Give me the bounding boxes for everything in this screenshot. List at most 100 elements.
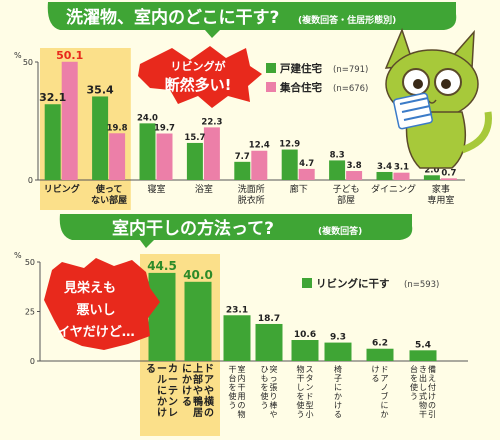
chart1-bar <box>251 150 268 180</box>
chart2-bar <box>255 323 283 361</box>
chart2-bar <box>409 350 437 361</box>
chart1-category-label: 寝室 <box>147 183 165 195</box>
chart2-category-label: に <box>334 383 342 392</box>
chart2-category-label: ド <box>306 392 314 401</box>
chart1-callout: リビングが 断然多い! <box>138 46 262 108</box>
cat-mascot-illustration <box>384 27 492 169</box>
chart2-category-label: 部 <box>193 373 203 386</box>
chart1-bar <box>329 160 346 180</box>
chart1-value-label: 0.7 <box>441 168 456 178</box>
chart2-category-label: 物 <box>238 409 246 419</box>
chart2-category-label: ー <box>157 364 167 375</box>
chart1-value-label: 19.7 <box>154 124 175 134</box>
chart1-legend-name: 集合住宅 <box>279 81 322 94</box>
chart2-category-label: 突 <box>270 364 278 374</box>
chart2-category-label: え <box>428 374 436 383</box>
chart2-category-label: 式 <box>419 391 427 401</box>
chart2-bar <box>324 342 352 361</box>
chart2-y-tick-label: 25 <box>25 308 35 317</box>
chart2-category-label: ー <box>168 375 178 386</box>
chart2-category-label: タ <box>306 374 314 383</box>
chart2-category-label: 上 <box>193 362 203 375</box>
chart2-value-label: 18.7 <box>258 314 280 324</box>
chart2-category-label: け <box>372 365 380 374</box>
chart2-category-label: う <box>410 392 418 401</box>
chart2-category-label: の <box>238 401 246 410</box>
chart2-category-label: ド <box>381 365 389 374</box>
chart2-value-label: 6.2 <box>372 339 388 349</box>
chart2-category-label: に <box>381 401 389 410</box>
chart2-category-label: ン <box>168 397 178 408</box>
chart1-category-label: 使って <box>95 183 123 195</box>
chart1-callout-line1: リビングが <box>171 59 226 73</box>
chart2-category-label: を <box>410 374 418 383</box>
chart2-category-label: や <box>270 410 278 419</box>
chart2-category-label: 型 <box>306 401 314 410</box>
chart1-value-label: 3.1 <box>394 163 409 173</box>
chart2-category-label: 横 <box>204 395 215 408</box>
chart1-category-label: 子ども <box>333 184 360 195</box>
chart1-bar <box>440 178 457 180</box>
chart1-category-label: 洗面所 <box>238 183 265 195</box>
chart1-title-banner <box>47 2 457 38</box>
chart2-callout-line3: イヤだけど… <box>57 325 135 340</box>
chart1-bar <box>44 104 61 180</box>
chart1-y-tick-label: 50 <box>23 58 33 67</box>
chart1-value-label: 19.8 <box>107 123 128 133</box>
chart2-subtitle: (複数回答) <box>318 225 362 237</box>
chart2-category-label: 居 <box>193 407 203 419</box>
chart2-value-label: 44.5 <box>147 259 177 273</box>
chart2-category-label: 台 <box>229 373 237 383</box>
chart2-legend-name: リビングに干す <box>316 277 390 290</box>
chart2-category-label: 使 <box>229 391 237 401</box>
chart2-category-label: 使 <box>261 391 269 401</box>
chart2-category-label: う <box>297 410 305 419</box>
chart1-legend-n: (n=676) <box>333 84 368 94</box>
chart2-category-label: 子 <box>334 374 342 383</box>
chart1-bar <box>203 127 220 180</box>
chart2-category-label: 小 <box>306 410 314 419</box>
chart2-category-label: 備 <box>428 364 436 374</box>
chart2-category-label: 出 <box>419 373 427 383</box>
chart2-category-label: 引 <box>428 410 436 419</box>
chart2-category-label: を <box>229 383 237 392</box>
chart2-category-label: け <box>182 385 192 397</box>
chart2-category-label: を <box>297 392 305 401</box>
chart2-category-label: っ <box>270 374 278 383</box>
chart1-legend-n: (n=791) <box>333 65 368 75</box>
chart2-category-label: レ <box>168 408 178 419</box>
chart1-y-tick-label: 0 <box>28 176 33 185</box>
chart1-bar <box>156 133 173 180</box>
chart2-bar <box>291 340 319 361</box>
chart1-value-label: 35.4 <box>87 83 114 96</box>
chart2-category-label: の <box>204 408 214 419</box>
chart2-value-label: 10.6 <box>294 330 316 340</box>
chart1-bar <box>346 171 363 180</box>
chart1-bar <box>109 133 126 180</box>
chart1-legend-name: 戸建住宅 <box>279 62 322 75</box>
chart2-bar <box>366 348 394 361</box>
chart2-category-label: ノ <box>381 383 389 392</box>
chart2-category-label: ル <box>157 375 167 386</box>
chart2-category-label: 使 <box>297 400 305 410</box>
chart1-value-label: 24.0 <box>137 113 158 123</box>
chart1-legend-swatch <box>266 63 276 73</box>
chart2-value-label: 9.3 <box>330 333 346 343</box>
chart2-category-label: る <box>334 410 342 419</box>
chart2-category-label: に <box>157 385 167 397</box>
chart2-category-label: ブ <box>381 391 389 401</box>
chart1-bar <box>281 149 298 180</box>
chart1-bar <box>186 142 203 180</box>
chart1-value-label: 2.0 <box>424 165 439 175</box>
chart1-value-label: 12.9 <box>279 140 300 150</box>
chart1-bar <box>61 61 78 180</box>
chart1-value-label: 22.3 <box>201 117 222 127</box>
chart2-category-label: 物 <box>419 400 427 410</box>
chart2-category-label: 物 <box>297 364 305 374</box>
chart2-callout-line2: 悪いし <box>76 303 115 318</box>
chart2-category-label: カ <box>168 363 178 375</box>
chart1-value-label: 15.7 <box>184 133 205 143</box>
chart2-category-label: う <box>229 401 237 410</box>
